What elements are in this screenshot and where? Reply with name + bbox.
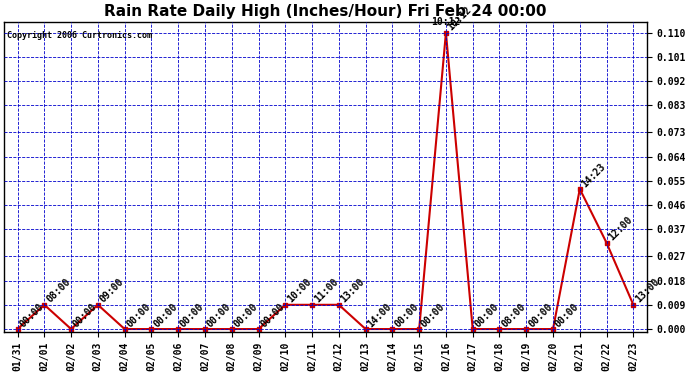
Text: 00:00: 00:00 (17, 301, 46, 329)
Text: 08:00: 08:00 (500, 301, 527, 329)
Text: 00:00: 00:00 (178, 301, 206, 329)
Text: Copyright 2006 Curtronics.com: Copyright 2006 Curtronics.com (8, 31, 152, 40)
Text: 00:00: 00:00 (473, 301, 500, 329)
Text: 00:00: 00:00 (259, 301, 286, 329)
Text: 14:00: 14:00 (366, 301, 393, 329)
Text: 14:23: 14:23 (580, 161, 608, 189)
Text: 12:00: 12:00 (607, 215, 634, 243)
Text: 13:00: 13:00 (339, 277, 366, 305)
Text: 10:12: 10:12 (446, 5, 474, 33)
Text: 00:00: 00:00 (553, 301, 581, 329)
Text: 13:00: 13:00 (633, 277, 661, 305)
Text: 00:00: 00:00 (205, 301, 233, 329)
Text: 08:00: 08:00 (44, 277, 72, 305)
Text: 00:00: 00:00 (151, 301, 179, 329)
Text: 00:00: 00:00 (125, 301, 152, 329)
Text: 11:00: 11:00 (312, 277, 340, 305)
Text: 00:00: 00:00 (526, 301, 554, 329)
Text: 00:00: 00:00 (232, 301, 259, 329)
Text: 10:00: 10:00 (285, 277, 313, 305)
Text: 00:00: 00:00 (393, 301, 420, 329)
Text: 09:00: 09:00 (98, 277, 126, 305)
Text: 00:00: 00:00 (71, 301, 99, 329)
Text: 10:12: 10:12 (431, 17, 461, 27)
Title: Rain Rate Daily High (Inches/Hour) Fri Feb 24 00:00: Rain Rate Daily High (Inches/Hour) Fri F… (104, 4, 546, 20)
Text: 00:00: 00:00 (419, 301, 447, 329)
